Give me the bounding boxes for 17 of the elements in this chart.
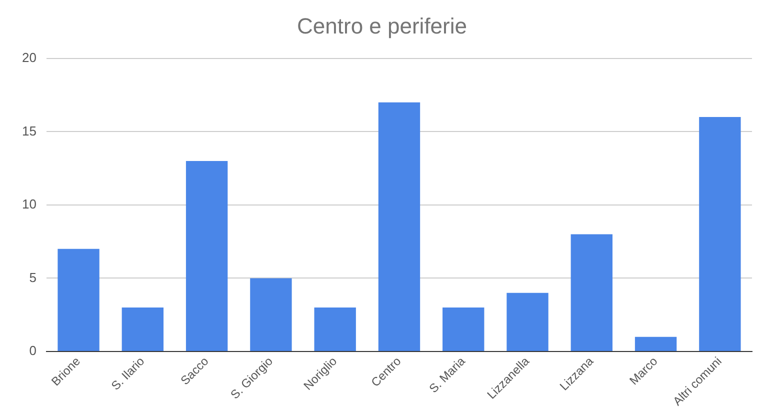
- bar: [570, 234, 612, 351]
- chart-title: Centro e periferie: [297, 13, 467, 38]
- y-tick-label: 20: [22, 50, 36, 65]
- bar: [378, 102, 420, 351]
- bar: [186, 160, 228, 351]
- bar: [314, 308, 356, 351]
- bar: [250, 278, 292, 351]
- y-tick-label: 15: [22, 123, 36, 138]
- y-tick-label: 0: [29, 343, 36, 358]
- bar: [442, 308, 484, 351]
- bar: [634, 336, 677, 351]
- bar: [122, 308, 164, 351]
- y-tick-label: 5: [29, 270, 36, 285]
- bar: [699, 117, 741, 351]
- bar: [506, 292, 548, 351]
- y-tick-label: 10: [22, 196, 36, 212]
- bar: [58, 248, 100, 351]
